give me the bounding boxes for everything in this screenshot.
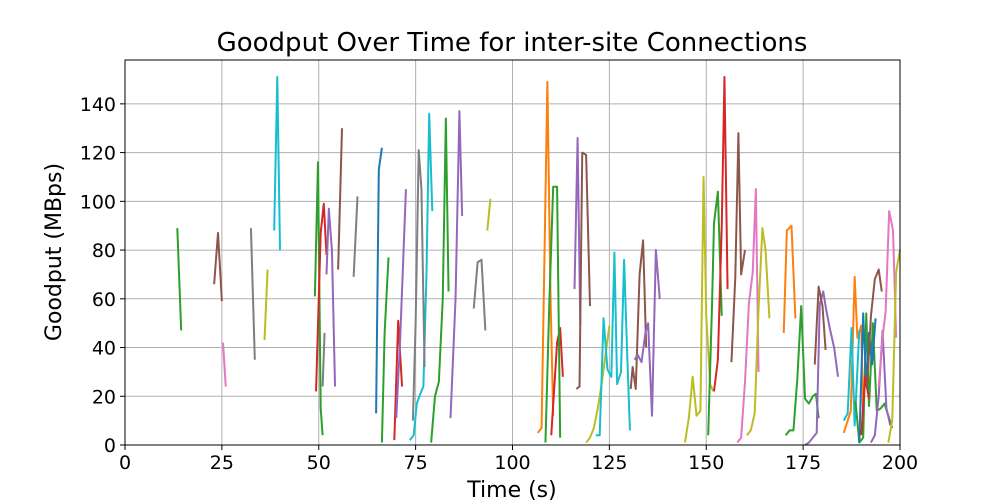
y-tick-label: 40 xyxy=(92,338,116,360)
series-line-23 xyxy=(550,327,564,436)
series-line-45 xyxy=(860,375,870,436)
x-axis-label: Time (s) xyxy=(466,478,556,500)
series-line-40 xyxy=(813,285,827,365)
series-line-16 xyxy=(409,112,434,441)
x-tick-label: 125 xyxy=(591,452,627,474)
series-line-8 xyxy=(321,332,326,387)
series-line-18 xyxy=(430,117,450,443)
series-line-41 xyxy=(842,275,865,434)
series-line-17 xyxy=(411,149,426,421)
x-tick-label: 0 xyxy=(119,452,131,474)
x-tick-label: 200 xyxy=(882,452,918,474)
series-line-11 xyxy=(352,196,359,277)
series-line-1 xyxy=(213,232,223,302)
y-tick-label: 20 xyxy=(92,386,116,408)
series-line-42 xyxy=(842,327,861,427)
x-tick-label: 150 xyxy=(688,452,724,474)
series-line-37 xyxy=(782,224,797,333)
y-tick-label: 0 xyxy=(104,435,116,457)
series-layer xyxy=(176,76,901,446)
series-line-5 xyxy=(273,76,281,251)
series-line-32 xyxy=(707,190,723,436)
series-line-24 xyxy=(544,185,562,443)
series-line-22 xyxy=(536,80,555,434)
series-line-19 xyxy=(449,110,464,419)
y-tick-label: 120 xyxy=(80,143,116,165)
series-line-36 xyxy=(746,227,771,436)
y-axis: 0 20 40 60 80 100 120 140 xyxy=(80,94,125,457)
series-line-14 xyxy=(393,319,404,441)
series-line-28 xyxy=(595,251,631,437)
series-line-38 xyxy=(784,305,820,436)
series-line-7 xyxy=(315,202,328,392)
series-line-12 xyxy=(375,147,383,414)
x-tick-label: 100 xyxy=(494,452,530,474)
series-line-35 xyxy=(736,188,760,444)
series-line-46 xyxy=(866,268,883,390)
series-line-15 xyxy=(395,189,407,419)
y-tick-label: 60 xyxy=(92,289,116,311)
series-line-10 xyxy=(337,128,343,270)
series-line-13 xyxy=(380,257,390,443)
x-tick-label: 75 xyxy=(404,452,428,474)
series-line-9 xyxy=(325,207,337,387)
series-line-48 xyxy=(877,210,898,387)
x-tick-label: 25 xyxy=(210,452,234,474)
series-line-2 xyxy=(222,342,227,387)
x-tick-label: 50 xyxy=(307,452,331,474)
series-line-30 xyxy=(633,249,661,417)
series-line-29 xyxy=(629,239,648,390)
series-line-25 xyxy=(573,136,582,326)
y-tick-label: 140 xyxy=(80,94,116,116)
series-line-4 xyxy=(263,269,269,341)
series-line-31 xyxy=(683,175,715,443)
series-line-34 xyxy=(730,132,746,363)
x-axis: 0 25 50 75 100 125 150 175 200 xyxy=(119,445,918,474)
y-tick-label: 100 xyxy=(80,191,116,213)
series-line-20 xyxy=(472,258,487,331)
series-line-26 xyxy=(575,151,591,390)
series-line-0 xyxy=(176,228,183,331)
series-line-3 xyxy=(249,228,256,360)
x-tick-label: 175 xyxy=(785,452,821,474)
series-line-33 xyxy=(713,76,729,392)
y-axis-label: Goodput (MBps) xyxy=(42,163,67,341)
series-line-49 xyxy=(887,249,901,443)
chart-title: Goodput Over Time for inter-site Connect… xyxy=(217,28,808,58)
series-line-21 xyxy=(486,198,492,231)
y-tick-label: 80 xyxy=(92,240,116,262)
